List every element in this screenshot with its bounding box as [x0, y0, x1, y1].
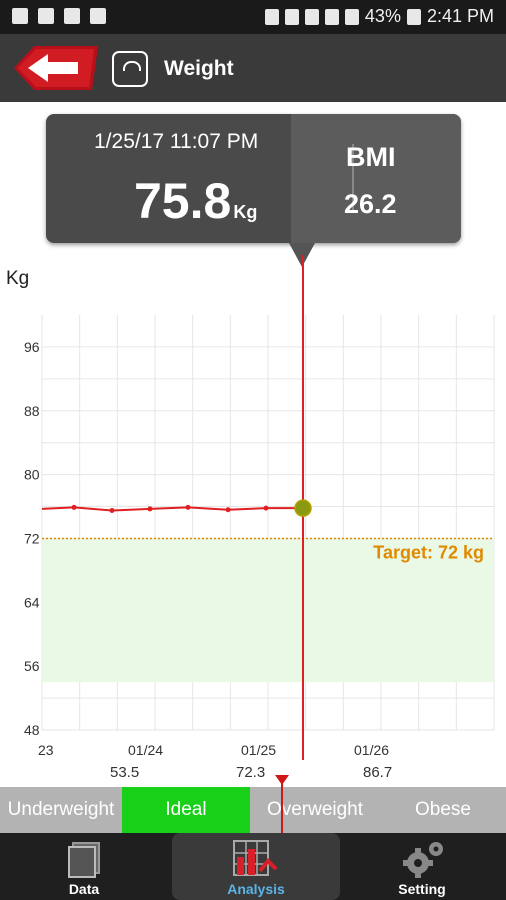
- nav-label-data: Data: [68, 881, 100, 897]
- nav-item-setting[interactable]: Setting: [338, 833, 506, 900]
- phone-icon: [64, 8, 80, 24]
- battery-icon: [406, 8, 421, 25]
- system-status: 43% 2:41 PM: [264, 6, 494, 27]
- x-tick-label: 01/24: [128, 742, 163, 758]
- gear-icon: [403, 842, 443, 878]
- measurement-datetime: 1/25/17 11:07 PM: [94, 130, 259, 153]
- ideal-band: [42, 538, 494, 683]
- back-button[interactable]: [14, 46, 98, 90]
- y-tick-label: 88: [24, 403, 40, 419]
- current-position-marker: [275, 775, 289, 833]
- bmi-label: BMI: [346, 142, 396, 172]
- y-axis-ticks: 96 88 80 72 64 56 48: [24, 339, 40, 738]
- weight-value: 75.8 Kg: [134, 172, 257, 230]
- page-title: Weight: [164, 57, 234, 80]
- segment-ideal: Ideal: [122, 787, 250, 833]
- nav-item-data[interactable]: Data: [0, 833, 168, 900]
- nav-item-analysis[interactable]: Analysis: [172, 833, 340, 900]
- image-icon: [38, 8, 54, 24]
- notification-icons: [12, 8, 106, 24]
- data-point[interactable]: [185, 504, 191, 510]
- signal-icon: [344, 8, 359, 25]
- readout-divider: [352, 144, 354, 212]
- segment-underweight: Underweight: [7, 799, 115, 820]
- x-tick-label: 01/25: [241, 742, 276, 758]
- analysis-icon: [233, 840, 278, 876]
- weight-series: [41, 504, 303, 514]
- status-bar: 43% 2:41 PM: [0, 0, 506, 34]
- measurement-readout: 1/25/17 11:07 PM 75.8 Kg BMI 26.2: [46, 114, 461, 243]
- battery-level: 43%: [364, 6, 401, 26]
- x-tick-label: 01/26: [354, 742, 389, 758]
- y-tick-label: 72: [24, 530, 40, 546]
- data-point[interactable]: [71, 504, 77, 510]
- wifi-icon: [324, 8, 339, 25]
- x-tick-label: 23: [38, 742, 54, 758]
- weight-unit: Kg: [233, 202, 258, 222]
- y-tick-label: 96: [24, 339, 40, 355]
- data-point[interactable]: [147, 506, 153, 512]
- notification-icon: [12, 8, 28, 24]
- threshold-underweight-ideal: 53.5: [110, 764, 140, 781]
- threshold-overweight-obese: 86.7: [363, 764, 393, 781]
- y-axis-label: Kg: [6, 268, 29, 289]
- bmi-range-bar: Underweight Ideal Overweight Obese: [0, 775, 506, 833]
- clock: 2:41 PM: [426, 6, 494, 26]
- bottom-navigation: Data Analysis Setting: [0, 833, 506, 900]
- data-point[interactable]: [225, 507, 231, 513]
- y-tick-label: 80: [24, 467, 40, 483]
- ideal-band-fill: [42, 538, 494, 683]
- scale-icon: [112, 51, 148, 87]
- bmi-value: 26.2: [344, 189, 397, 219]
- back-arrow-icon: [28, 54, 78, 82]
- weight-number: 75.8: [134, 173, 232, 229]
- data-icon: [68, 842, 100, 878]
- y-tick-label: 64: [24, 594, 40, 610]
- weight-chart[interactable]: Kg 96 88 80 72 64 56 48 23 01/24 01/25 01/26 Targ…: [0, 255, 506, 760]
- data-point[interactable]: [109, 508, 115, 514]
- app-header: Weight: [0, 34, 506, 102]
- target-line: Target: 72 kg: [42, 537, 494, 562]
- target-label: Target: 72 kg: [373, 542, 484, 562]
- threshold-ideal-overweight: 72.3: [236, 764, 266, 781]
- bmi-threshold-values: 53.5 72.3 86.7: [0, 760, 506, 787]
- data-point[interactable]: [263, 505, 269, 511]
- weight-line: [41, 506, 303, 512]
- selected-data-point[interactable]: [294, 499, 312, 517]
- chart-cursor[interactable]: [294, 255, 312, 760]
- segment-overweight: Overweight: [266, 799, 364, 820]
- nav-label-analysis: Analysis: [227, 881, 285, 897]
- nav-label-setting: Setting: [398, 881, 446, 897]
- app-icon: [90, 8, 106, 24]
- y-tick-label: 48: [24, 722, 40, 738]
- segment-obese: Obese: [415, 799, 471, 820]
- mute-icon: [304, 8, 319, 25]
- nfc-icon: [284, 8, 299, 25]
- bluetooth-icon: [264, 8, 279, 25]
- x-axis-ticks: 23 01/24 01/25 01/26: [38, 742, 389, 758]
- bmi-panel: [291, 114, 461, 243]
- y-tick-label: 56: [24, 658, 40, 674]
